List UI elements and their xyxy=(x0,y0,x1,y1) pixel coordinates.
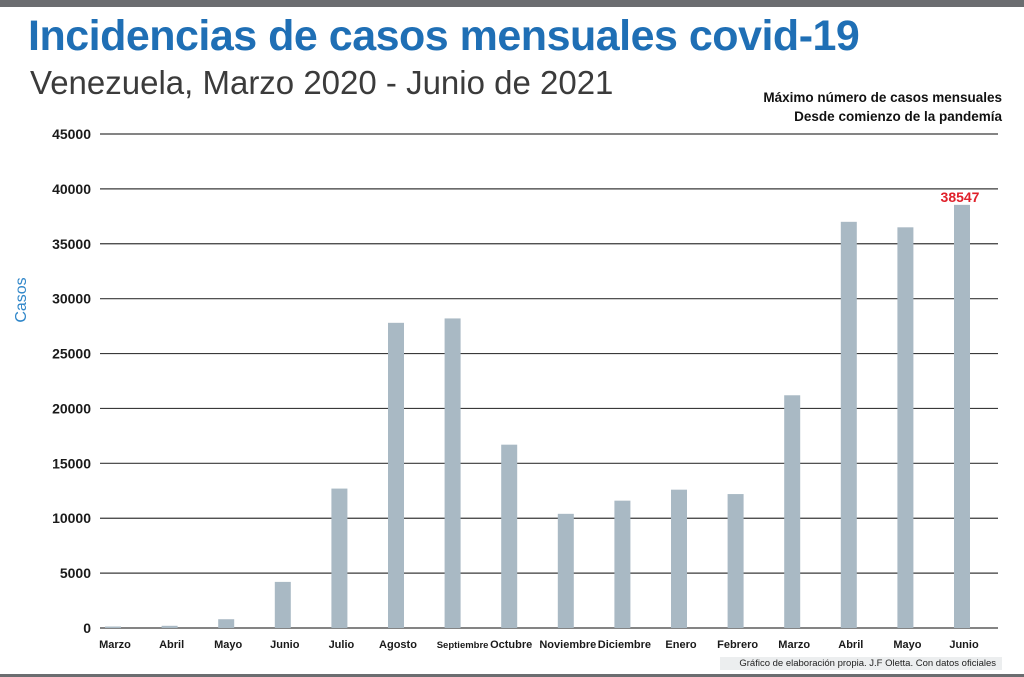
max-value-label: 38547 xyxy=(941,189,980,205)
y-tick-label: 30000 xyxy=(52,291,91,307)
x-tick-label: Noviembre xyxy=(539,639,596,651)
bar xyxy=(161,625,178,628)
max-cases-note: Máximo número de casos mensuales Desde c… xyxy=(763,88,1002,126)
x-tick-label: Junio xyxy=(949,639,979,651)
bar xyxy=(954,204,970,628)
y-tick-label: 45000 xyxy=(52,126,91,142)
bar xyxy=(388,322,404,628)
x-tick-label: Junio xyxy=(270,639,300,651)
bar xyxy=(840,221,857,629)
bar xyxy=(784,395,801,628)
x-tick-label: Marzo xyxy=(99,639,131,651)
x-tick-label: Octubre xyxy=(490,639,532,651)
x-tick-label: Febrero xyxy=(717,639,758,651)
gridlines xyxy=(100,133,998,629)
bottom-rule xyxy=(0,674,1024,677)
x-tick-label: Mayo xyxy=(893,639,921,651)
x-tick-label: Abril xyxy=(838,639,863,651)
max-cases-note-line2: Desde comienzo de la pandemía xyxy=(794,109,1002,124)
bars xyxy=(105,204,970,629)
chart-title: Incidencias de casos mensuales covid-19 xyxy=(28,12,860,60)
x-tick-label: Enero xyxy=(665,639,696,651)
data-labels: 38547 xyxy=(941,189,980,205)
y-tick-label: 5000 xyxy=(60,565,91,581)
y-tick-label: 35000 xyxy=(52,236,91,252)
bar xyxy=(671,489,687,628)
bar xyxy=(274,581,291,628)
bar xyxy=(331,488,348,628)
bar xyxy=(501,444,518,628)
max-cases-note-line1: Máximo número de casos mensuales xyxy=(763,90,1002,105)
x-axis-ticks: Marzo Abril Mayo Junio Julio Agosto Septiembre… xyxy=(99,639,979,651)
top-rule xyxy=(0,0,1024,7)
bar xyxy=(105,626,121,628)
x-tick-label: Agosto xyxy=(379,639,417,651)
y-axis-ticks: 0 5000 10000 15000 20000 25000 30000 35000 40000… xyxy=(52,126,91,636)
bar xyxy=(727,494,744,628)
y-tick-label: 10000 xyxy=(52,510,91,526)
bar xyxy=(444,318,461,628)
x-tick-label: Diciembre xyxy=(598,639,651,651)
x-tick-label: Abril xyxy=(159,639,184,651)
x-tick-label: Mayo xyxy=(214,639,242,651)
bar xyxy=(614,500,631,628)
chart-subtitle: Venezuela, Marzo 2020 - Junio de 2021 xyxy=(30,64,614,101)
y-tick-label: 15000 xyxy=(52,455,91,471)
y-tick-label: 20000 xyxy=(52,400,91,416)
x-tick-label: Septiembre xyxy=(437,640,489,651)
source-footnote: Gráfico de elaboración propia. J.F Olett… xyxy=(720,657,1002,670)
x-tick-label: Julio xyxy=(329,639,355,651)
y-tick-label: 40000 xyxy=(52,181,91,197)
y-tick-label: 25000 xyxy=(52,346,91,362)
bar xyxy=(897,227,914,629)
bar xyxy=(557,513,574,628)
bar xyxy=(218,619,235,628)
x-tick-label: Marzo xyxy=(778,639,810,651)
y-tick-label: 0 xyxy=(83,620,91,636)
